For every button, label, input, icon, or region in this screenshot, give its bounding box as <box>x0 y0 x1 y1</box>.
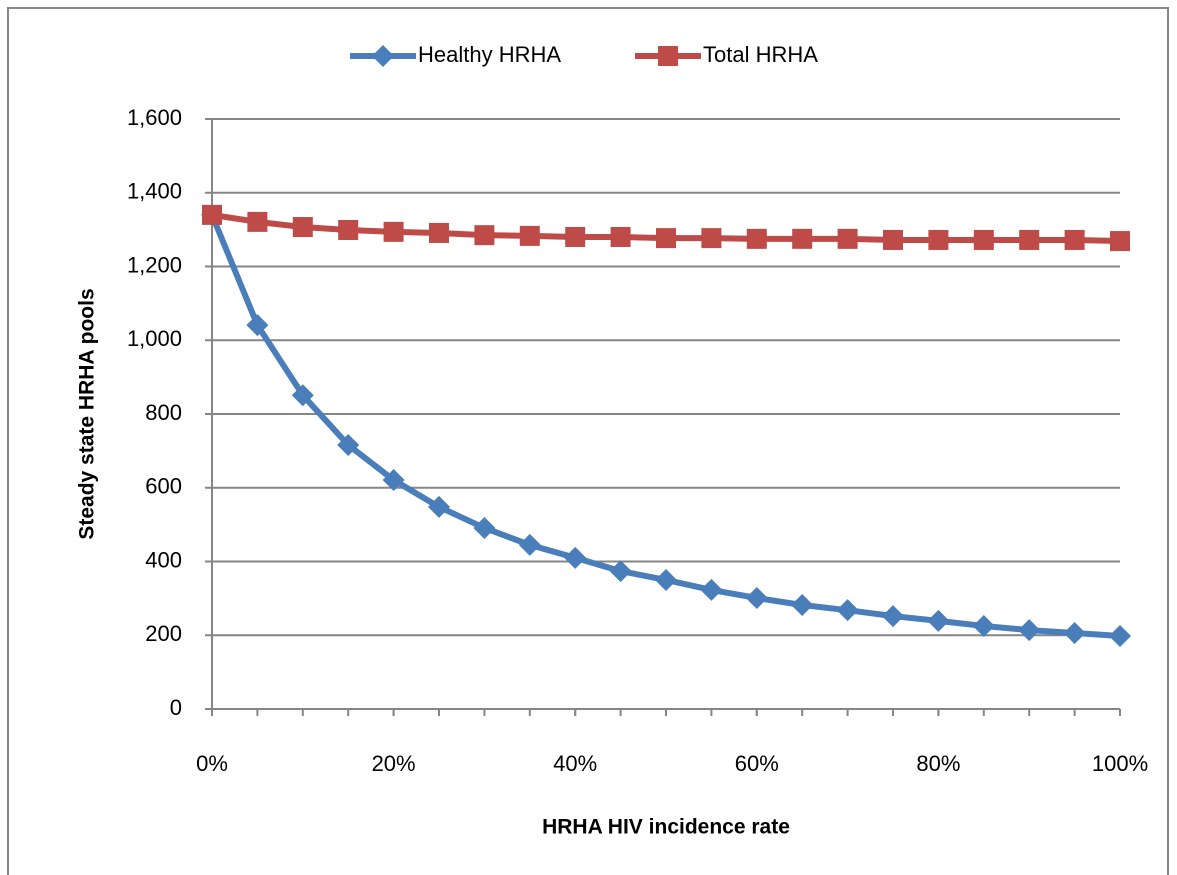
marker <box>1109 624 1131 647</box>
marker <box>791 594 814 617</box>
marker <box>746 228 767 249</box>
x-axis-title: HRHA HIV incidence rate <box>542 816 790 839</box>
marker <box>292 217 313 238</box>
marker <box>1019 229 1040 250</box>
marker <box>565 227 586 247</box>
marker <box>291 384 314 407</box>
y-tick-label: 400 <box>145 547 182 572</box>
marker <box>883 229 903 250</box>
marker <box>564 546 587 569</box>
y-tick-label: 600 <box>145 474 182 499</box>
legend-label: Total HRHA <box>703 42 818 67</box>
y-tick-label: 1,400 <box>127 179 182 204</box>
legend-marker <box>658 46 678 66</box>
legend-marker <box>372 45 394 67</box>
marker <box>1018 619 1041 642</box>
marker <box>519 225 540 246</box>
y-tick-label: 1,600 <box>127 105 182 130</box>
marker <box>927 609 950 632</box>
marker <box>382 469 405 492</box>
marker <box>655 568 677 591</box>
marker <box>473 516 496 539</box>
marker <box>1064 229 1085 250</box>
marker <box>700 578 723 601</box>
marker <box>247 211 268 232</box>
x-tick-label: 100% <box>1092 751 1148 776</box>
marker <box>701 228 722 249</box>
marker <box>745 587 768 610</box>
marker <box>202 204 222 225</box>
marker <box>972 615 995 638</box>
marker <box>928 229 949 250</box>
x-tick-label: 0% <box>196 751 228 776</box>
chart-frame <box>7 7 1169 875</box>
marker <box>973 229 994 250</box>
marker <box>246 314 269 337</box>
marker <box>429 222 449 243</box>
legend-label: Healthy HRHA <box>418 42 561 67</box>
x-tick-label: 20% <box>372 751 416 776</box>
marker <box>383 221 404 242</box>
marker <box>792 228 813 249</box>
x-tick-label: 80% <box>916 751 960 776</box>
marker <box>609 560 632 583</box>
x-tick-label: 60% <box>735 751 779 776</box>
x-tick-label: 40% <box>553 751 597 776</box>
marker <box>337 433 360 456</box>
marker <box>610 227 631 247</box>
marker <box>1063 622 1086 645</box>
marker <box>656 228 676 249</box>
marker <box>518 533 541 556</box>
marker <box>836 599 859 622</box>
marker <box>837 228 858 249</box>
marker <box>882 605 904 628</box>
y-axis-title: Steady state HRHA pools <box>76 288 99 539</box>
y-tick-label: 1,000 <box>127 326 182 351</box>
marker <box>338 219 359 240</box>
y-tick-label: 0 <box>170 695 182 720</box>
marker <box>1110 231 1130 252</box>
marker <box>428 495 450 518</box>
y-tick-label: 200 <box>145 621 182 646</box>
y-tick-label: 800 <box>145 400 182 425</box>
y-tick-label: 1,200 <box>127 252 182 277</box>
marker <box>474 225 495 246</box>
